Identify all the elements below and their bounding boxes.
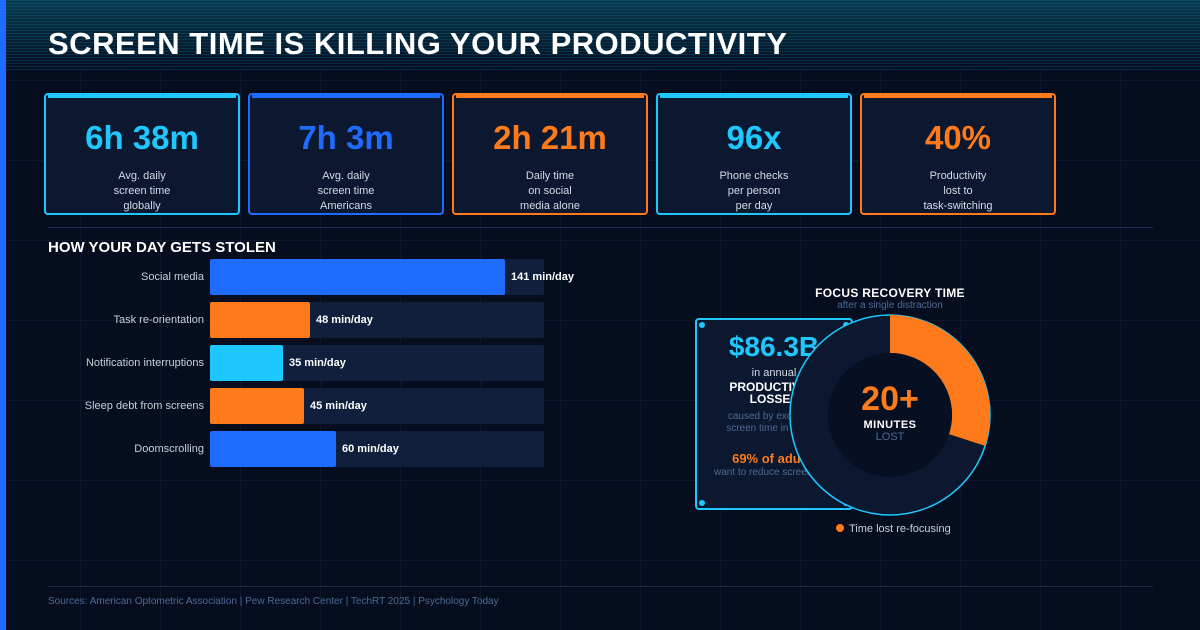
accent-bar: [0, 0, 6, 630]
stat-card: 40% Productivity lost to task-switching: [860, 93, 1056, 215]
bar: [210, 388, 304, 424]
focus-title: FOCUS RECOVERY TIME: [815, 286, 965, 300]
legend: Time lost re-focusing: [836, 523, 951, 535]
stat-description: Productivity lost to task-switching: [923, 170, 993, 212]
bar: [210, 302, 310, 338]
card-accent: [252, 94, 440, 98]
adults-stat: 69% of adults: [732, 451, 816, 466]
section-title: HOW YOUR DAY GETS STOLEN: [48, 239, 276, 256]
sources: Sources: American Optometric Association…: [48, 596, 499, 607]
legend-label: Time lost re-focusing: [849, 523, 951, 535]
stat-description: Phone checks per person per day: [719, 170, 789, 212]
loss-line: in annual: [751, 367, 797, 379]
card-accent: [456, 94, 644, 98]
bar: [210, 259, 505, 295]
stat-value: 96x: [726, 119, 782, 156]
bar-category-label: Doomscrolling: [134, 443, 204, 455]
donut-hole: [828, 353, 952, 477]
bar-value-label: 48 min/day: [316, 314, 373, 326]
card-accent: [48, 94, 236, 98]
stat-description: Daily time on social media alone: [520, 170, 580, 212]
loss-amount: $86.3B: [728, 331, 820, 362]
loss-headline: LOSSES: [749, 392, 799, 406]
page-title: SCREEN TIME IS KILLING YOUR PRODUCTIVITY: [48, 26, 788, 61]
stat-card: 96x Phone checks per person per day: [656, 93, 852, 215]
section-divider: [48, 227, 1153, 228]
bar-category-label: Social media: [141, 271, 204, 283]
focus-donut: [789, 314, 991, 516]
stat-card: 2h 21m Daily time on social media alone: [452, 93, 648, 215]
bar-value-label: 141 min/day: [511, 271, 574, 283]
bar-value-label: 35 min/day: [289, 357, 346, 369]
loss-note: caused by excessive: [727, 411, 821, 422]
bar-value-label: 45 min/day: [310, 400, 367, 412]
donut-arc: [890, 315, 990, 446]
stat-value: 6h 38m: [85, 119, 199, 156]
card-accent: [660, 94, 848, 98]
footer-divider: [48, 586, 1153, 587]
focus-value: 20+: [861, 380, 919, 418]
stat-value: 40%: [924, 119, 992, 156]
bar-category-label: Task re-orientation: [113, 314, 205, 326]
adults-note: want to reduce screen time: [713, 467, 835, 478]
bar-category-label: Sleep debt from screens: [84, 400, 204, 412]
bar-value-label: 60 min/day: [342, 443, 399, 455]
focus-unit-lost: LOST: [875, 431, 905, 443]
corner-dot: [699, 500, 705, 506]
header-band: [0, 0, 1200, 70]
corner-dot: [699, 322, 705, 328]
bar-category-label: Notification interruptions: [85, 357, 204, 369]
stat-value: 2h 21m: [493, 119, 607, 156]
bar: [210, 431, 336, 467]
stat-value: 7h 3m: [298, 119, 394, 156]
loss-note: screen time in the US: [726, 423, 822, 434]
stat-card: 6h 38m Avg. daily screen time globally: [44, 93, 240, 215]
stat-card: 7h 3m Avg. daily screen time Americans: [248, 93, 444, 215]
focus-unit: MINUTES: [863, 419, 917, 431]
legend-dot: [836, 524, 844, 533]
stat-description: Avg. daily screen time globally: [113, 170, 171, 212]
stat-description: Avg. daily screen time Americans: [317, 170, 375, 212]
card-accent: [864, 94, 1052, 98]
bar: [210, 345, 283, 381]
focus-subtitle: after a single distraction: [837, 300, 943, 311]
